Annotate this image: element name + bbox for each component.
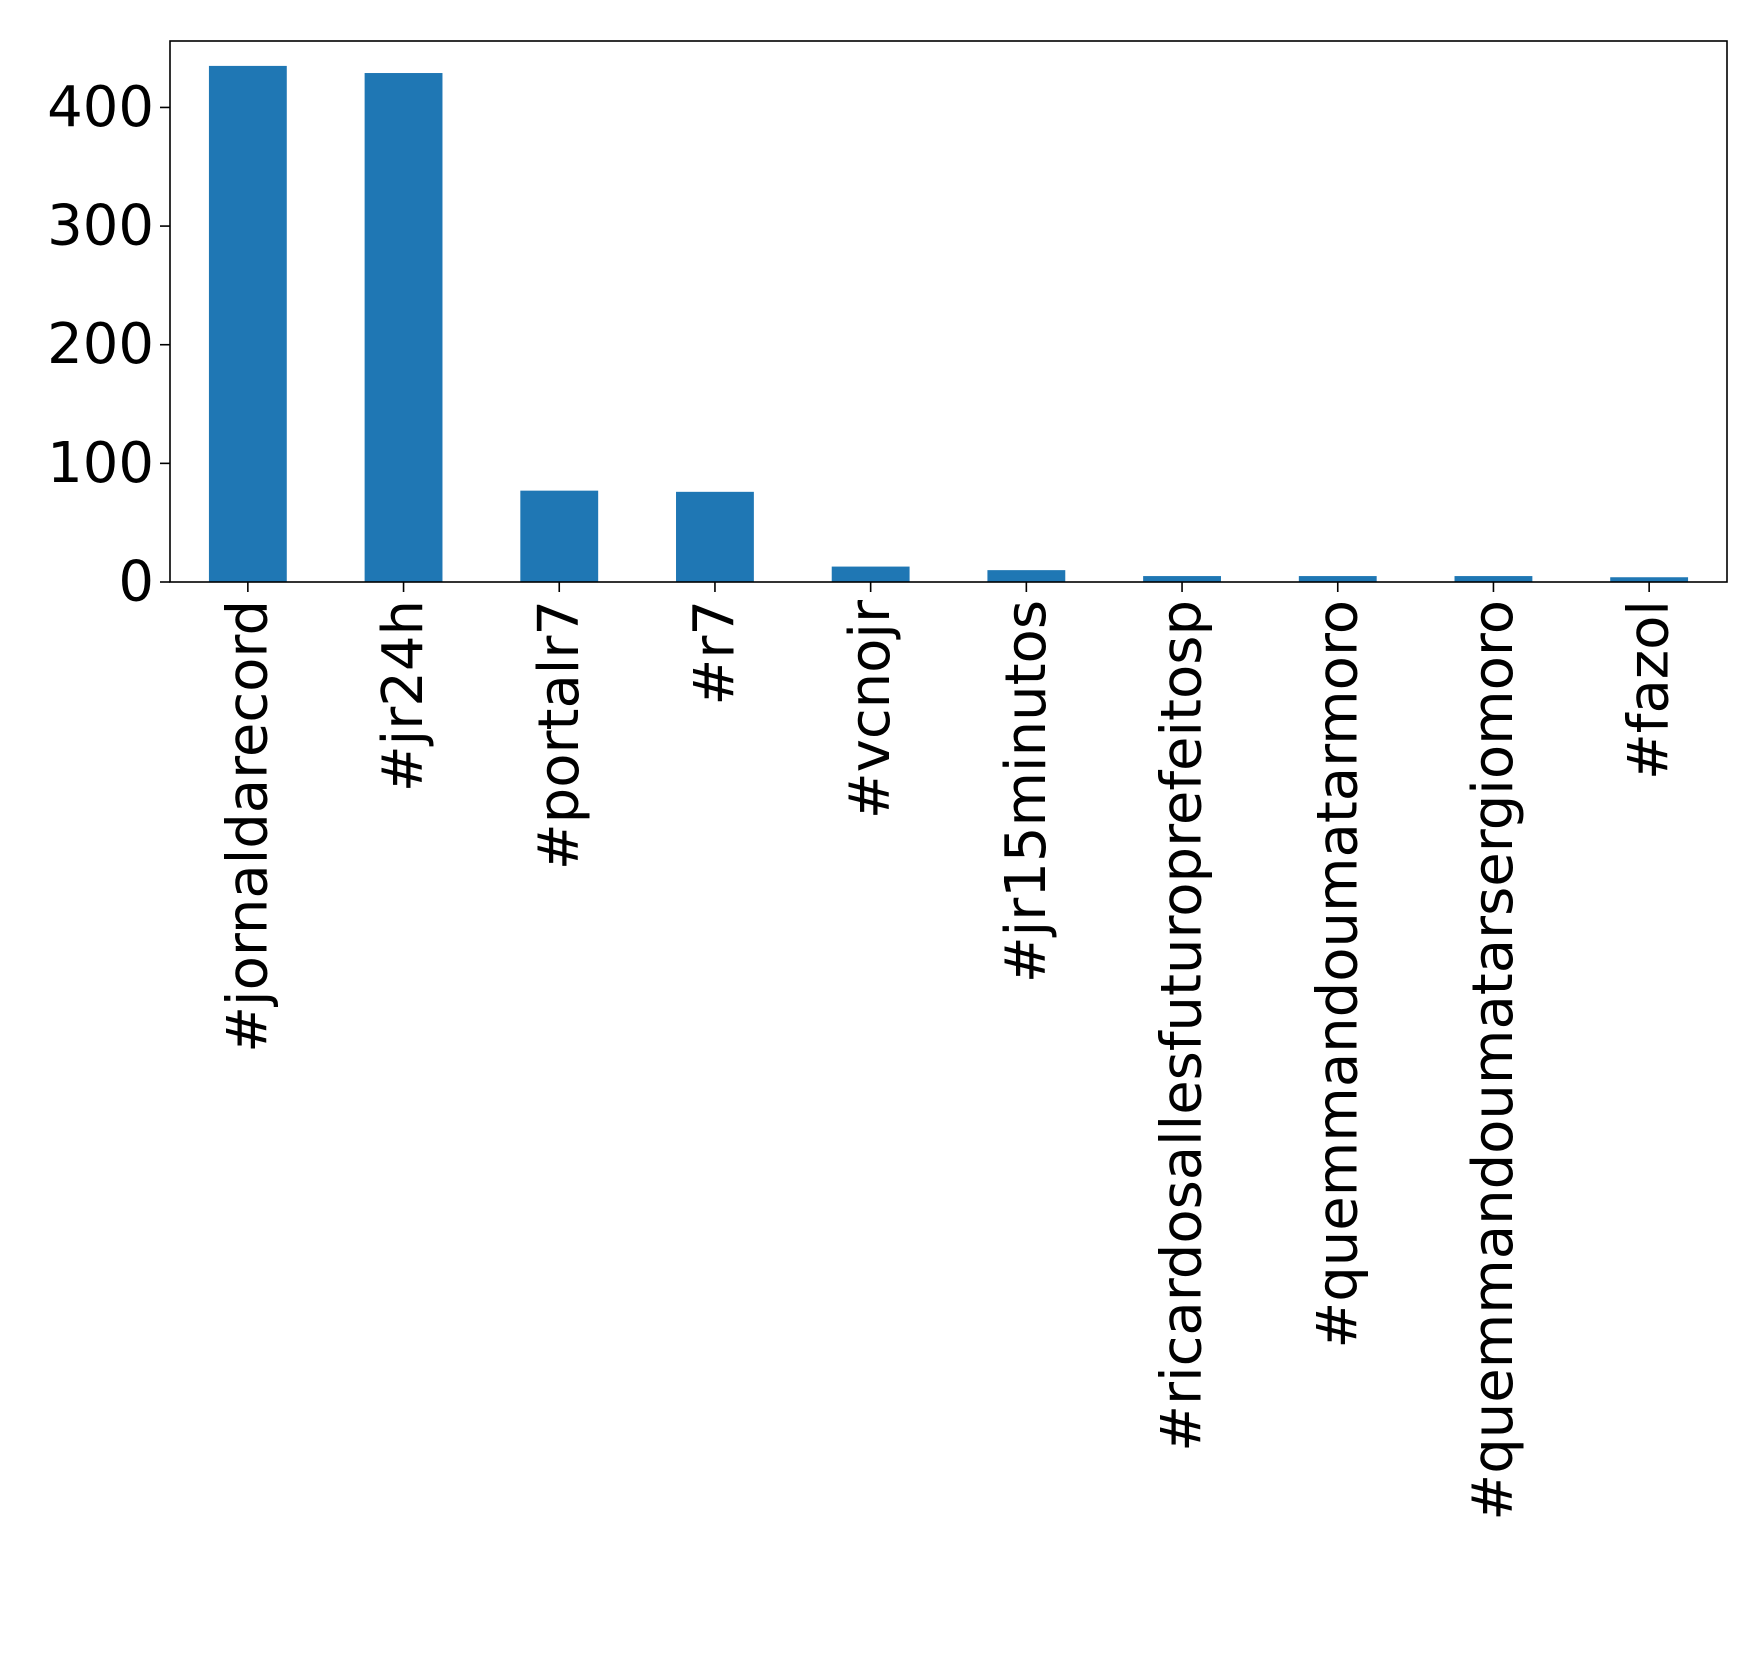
x-tick-label: #jr24h <box>371 600 436 792</box>
x-tick-label: #jr15minutos <box>994 600 1059 983</box>
bar-r7 <box>676 491 754 582</box>
bar-quemmandoumatarmoro <box>1298 576 1377 582</box>
x-tick-label: #vcnojr <box>838 599 903 819</box>
x-tick-label: #r7 <box>682 600 747 706</box>
x-tick-label: #quemmandoumatarsergiomoro <box>1461 600 1526 1521</box>
bar-fazol <box>1610 577 1689 582</box>
y-tick-label: 400 <box>47 75 154 140</box>
y-tick-label: 0 <box>118 550 154 615</box>
x-tick-label: #jornaldarecord <box>215 600 280 1053</box>
x-axis: #jornaldarecord #jr24h #portalr7 #r7 #vcnojr… <box>215 582 1682 1521</box>
x-tick-label: #portalr7 <box>527 600 592 870</box>
plot-frame <box>169 40 1728 583</box>
bar-quemmandoumatarsergiomoro <box>1454 576 1533 582</box>
x-tick-label: #ricardosallesfuturoprefeitosp <box>1150 600 1215 1452</box>
y-axis: 0 100 200 300 400 <box>47 75 170 615</box>
bar-vcnojr <box>831 566 910 582</box>
bar-ricardosallesfuturoprefeitosp <box>1143 576 1221 582</box>
y-tick-label: 100 <box>47 431 154 496</box>
bars-layer <box>208 65 1689 582</box>
y-tick-label: 300 <box>47 194 154 259</box>
x-tick-label: #fazol <box>1617 600 1682 780</box>
bar-jr15minutos <box>987 570 1066 582</box>
x-tick-label: #quemmandoumatarmoro <box>1305 600 1370 1349</box>
bar-jornaldarecord <box>208 65 287 582</box>
bar-jr24h <box>364 73 443 582</box>
y-tick-label: 200 <box>47 312 154 377</box>
bar-portalr7 <box>520 490 599 582</box>
